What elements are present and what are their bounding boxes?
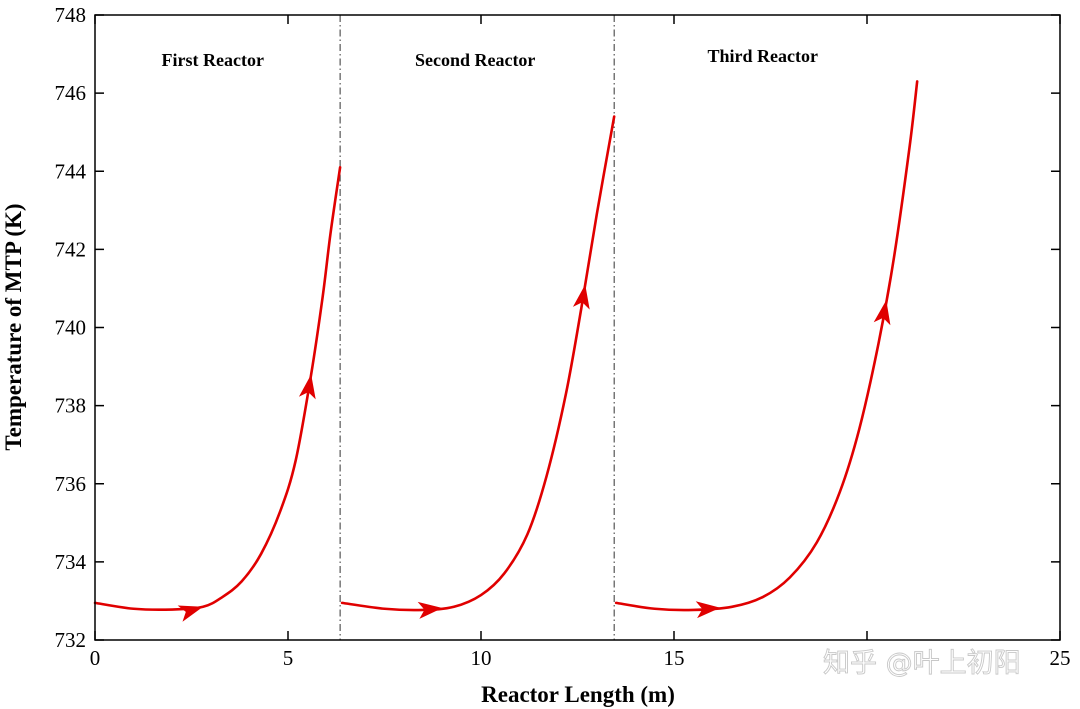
- y-tick-label: 732: [55, 628, 87, 652]
- y-tick-label: 748: [55, 3, 87, 27]
- watermark-text: 知乎 @叶上初阳: [823, 648, 1021, 679]
- axis-ticks: 0 5 10 15 25 732 734 736 738 740 742 744 746 748: [55, 3, 1071, 670]
- series-line: [93, 166, 342, 612]
- direction-arrow: [572, 284, 590, 310]
- series-line: [340, 115, 616, 612]
- direction-arrow: [873, 300, 891, 326]
- direction-arrows: [177, 284, 891, 622]
- y-tick-label: 746: [55, 81, 87, 105]
- y-tick-label: 740: [55, 316, 87, 340]
- series-lines: [93, 80, 919, 612]
- x-tick-label: 0: [90, 646, 101, 670]
- region-label: Third Reactor: [708, 46, 818, 66]
- x-tick-label: 10: [471, 646, 492, 670]
- direction-arrow: [298, 374, 316, 400]
- region-label: First Reactor: [162, 50, 264, 70]
- direction-arrow: [695, 601, 721, 619]
- region-labels: First Reactor Second Reactor Third Reactor: [162, 46, 819, 70]
- reactor-dividers: [339, 15, 615, 640]
- x-tick-label: 15: [664, 646, 685, 670]
- x-tick-label: 25: [1050, 646, 1071, 670]
- y-tick-label: 734: [55, 550, 87, 574]
- y-tick-label: 742: [55, 237, 87, 261]
- direction-arrow: [417, 601, 443, 619]
- region-label: Second Reactor: [415, 50, 535, 70]
- x-tick-label: 5: [283, 646, 294, 670]
- y-tick-label: 744: [55, 159, 87, 183]
- series-line: [614, 80, 919, 612]
- y-tick-label: 736: [55, 472, 87, 496]
- direction-arrow: [177, 605, 204, 622]
- y-axis-title: Temperature of MTP (K): [1, 203, 26, 450]
- y-tick-label: 738: [55, 394, 87, 418]
- x-axis-title: Reactor Length (m): [481, 682, 675, 707]
